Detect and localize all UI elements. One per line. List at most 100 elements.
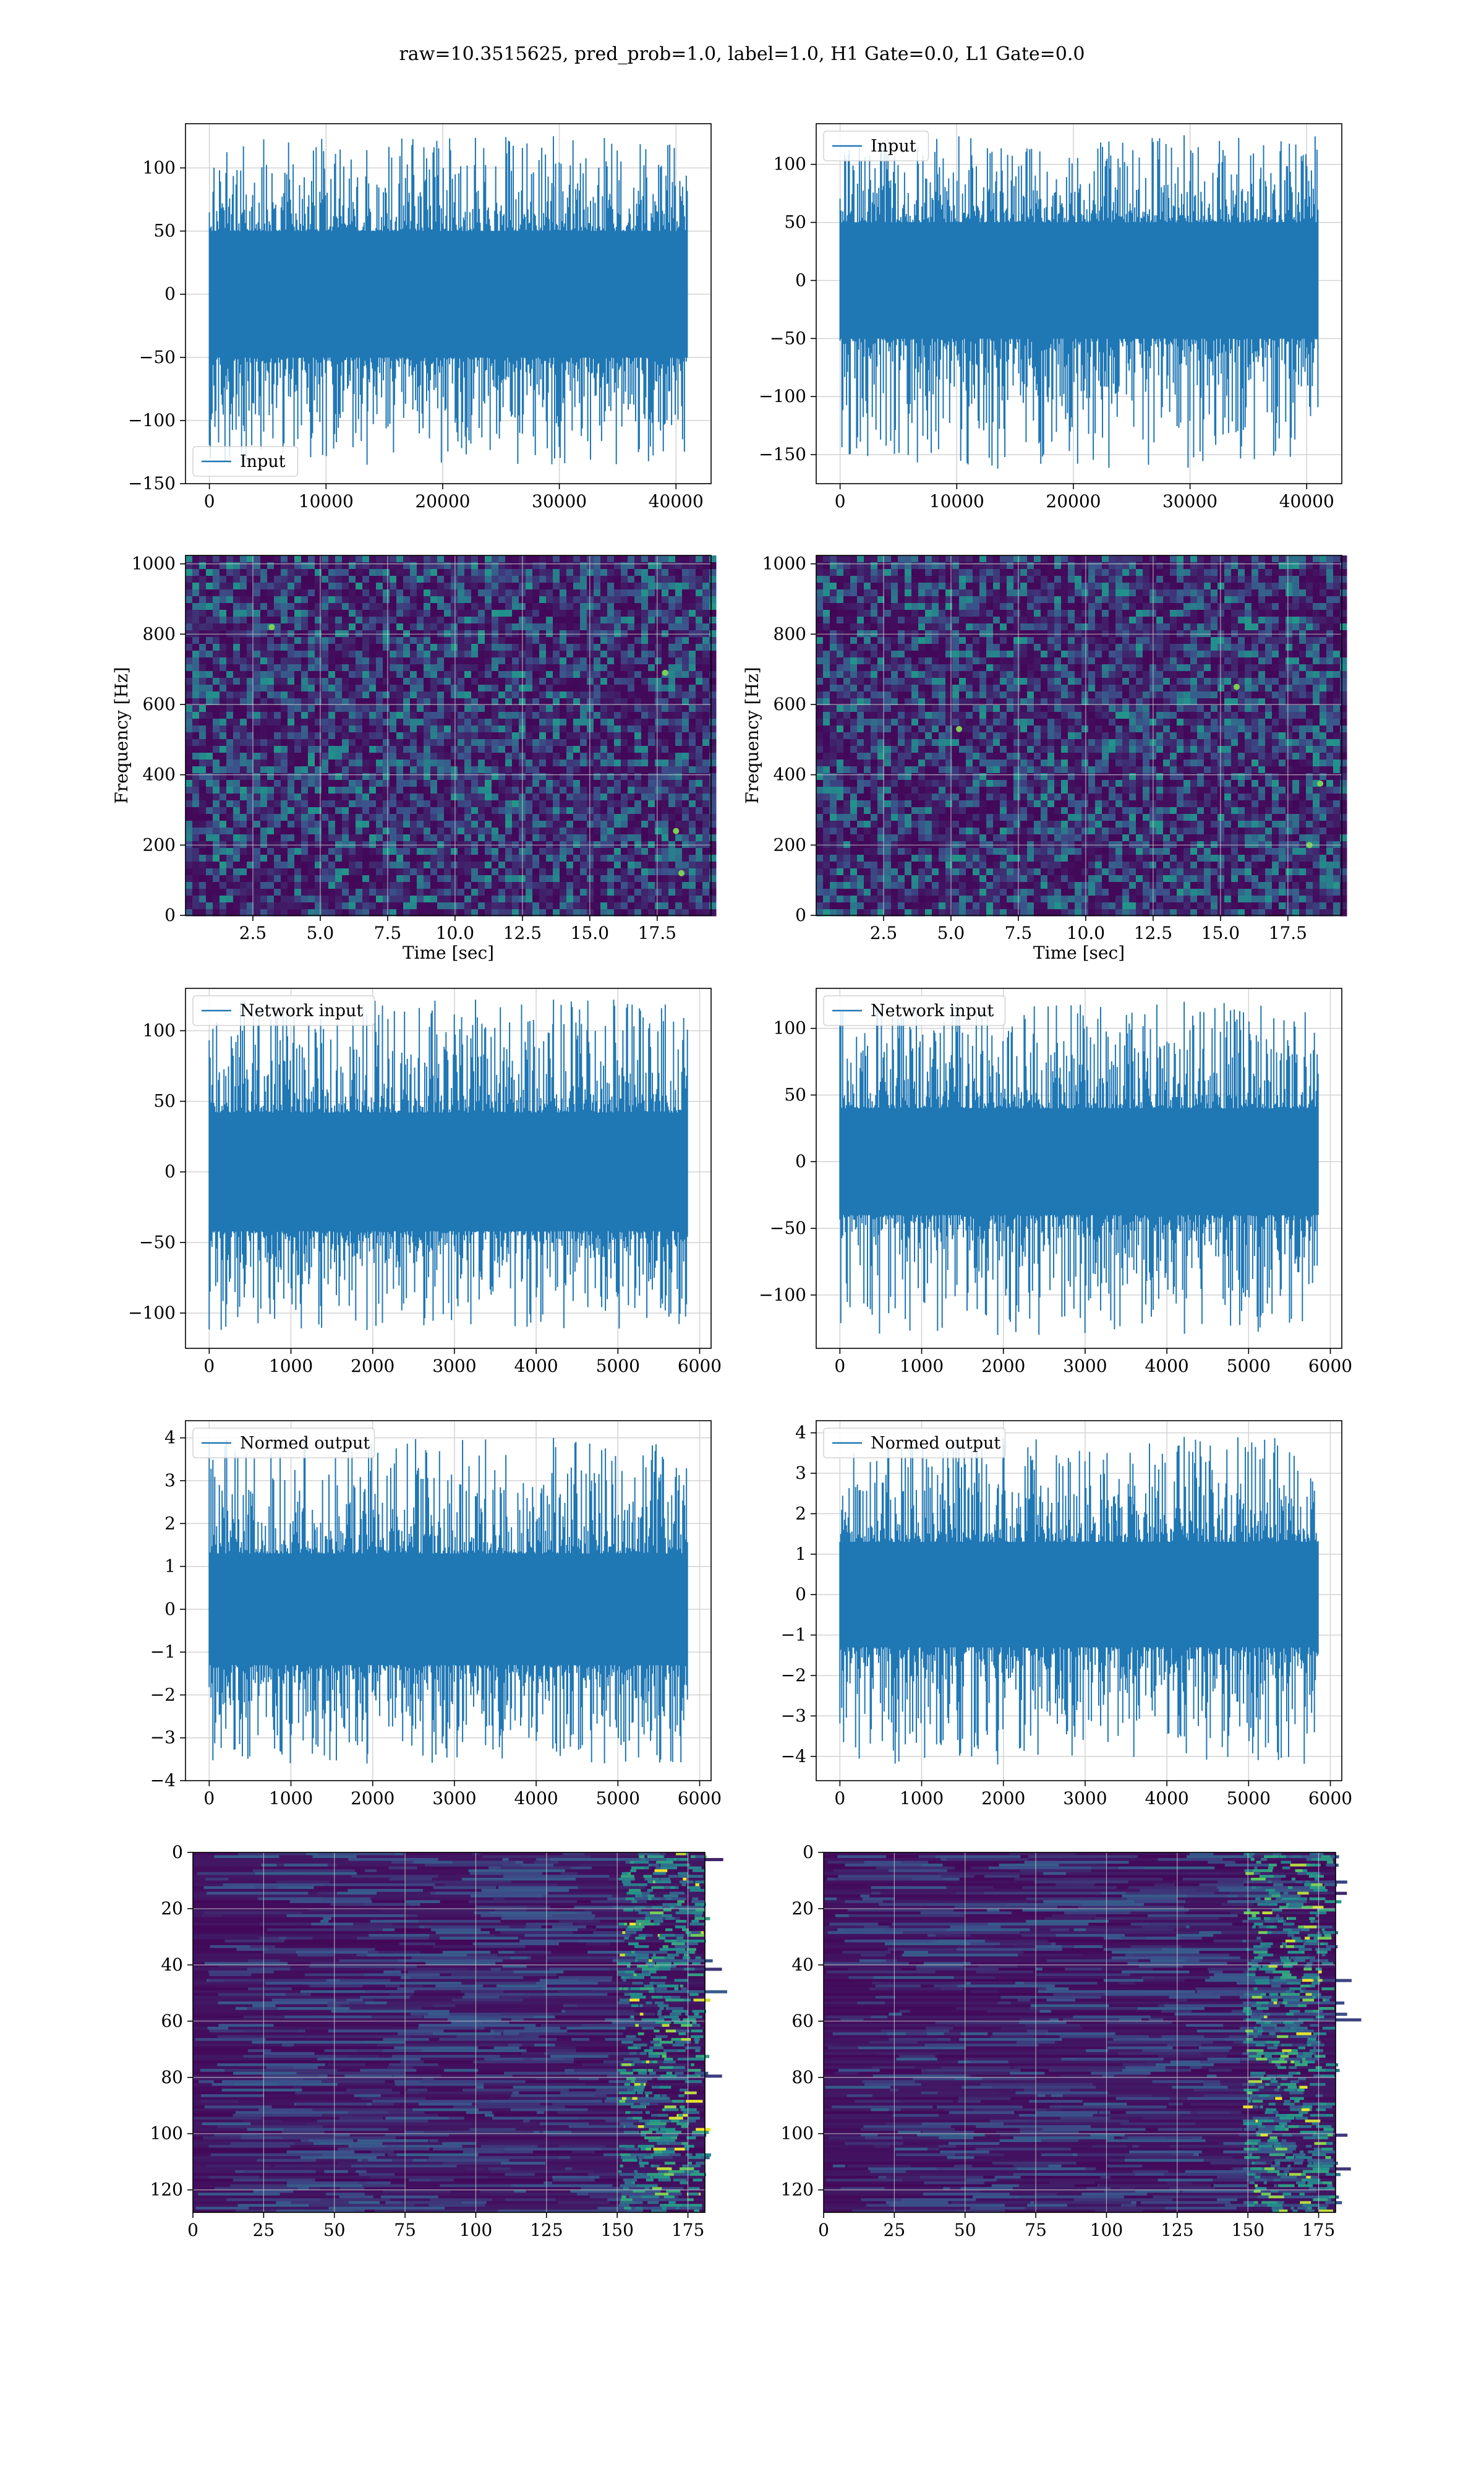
heatmap-cell <box>342 719 349 726</box>
heatmap-cell <box>396 623 404 631</box>
heatmap-cell <box>526 896 533 903</box>
heatmap-cell <box>335 691 343 699</box>
heatmap-cell <box>594 726 601 733</box>
heatmap-cell <box>213 828 220 835</box>
heatmap-cell <box>648 814 655 821</box>
heatmap-cell <box>260 739 268 747</box>
heatmap-cell <box>430 569 438 576</box>
heatmap-cell <box>186 766 193 774</box>
heatmap-cell <box>1177 562 1184 570</box>
heatmap-cell <box>376 780 383 787</box>
heatmap-cell <box>390 562 397 570</box>
heatmap-cell <box>587 807 594 815</box>
heatmap-cell <box>505 664 513 672</box>
heatmap-cell <box>553 657 560 665</box>
heatmap-cell <box>1326 569 1334 576</box>
heatmap-cell <box>573 828 581 835</box>
heatmap-cell <box>573 794 581 801</box>
heatmap-cell <box>390 589 397 597</box>
heatmap-cell <box>532 576 540 583</box>
heatmap-cell <box>539 780 547 787</box>
heatmap-cell <box>240 814 247 821</box>
heatmap-cell <box>281 719 288 726</box>
heatmap-cell <box>485 862 492 869</box>
heatmap-cell <box>1177 589 1184 597</box>
heatmap-cell <box>843 569 851 576</box>
heatmap-cell <box>471 889 479 896</box>
heatmap-cell <box>315 794 322 801</box>
heatmap-cell <box>192 800 200 808</box>
heatmap-cell <box>417 753 424 760</box>
heatmap-cell <box>451 834 458 842</box>
heatmap-cell <box>662 773 669 781</box>
heatmap-cell <box>471 637 479 644</box>
heatmap-cell <box>390 712 397 719</box>
heatmap-cell <box>403 848 411 855</box>
heatmap-cell <box>288 657 295 665</box>
heatmap-cell <box>424 739 431 747</box>
heatmap-cell <box>655 834 662 842</box>
heatmap-cell <box>390 766 397 774</box>
heatmap-cell <box>621 685 628 692</box>
heatmap-cell <box>301 644 309 651</box>
heatmap-cell <box>471 678 479 685</box>
heatmap-cell <box>505 834 513 842</box>
heatmap-cell <box>260 555 268 563</box>
heatmap-cell <box>328 773 336 781</box>
heatmap-cell <box>301 617 309 624</box>
heatmap-cell <box>925 589 932 597</box>
heatmap-cell <box>634 596 642 604</box>
heatmap-cell <box>254 814 261 821</box>
heatmap-cell <box>566 685 574 692</box>
heatmap-cell <box>498 651 506 658</box>
heatmap-cell <box>600 576 608 583</box>
heatmap-cell <box>281 644 288 651</box>
heatmap-cell <box>662 794 669 801</box>
heatmap-cell <box>417 862 424 869</box>
heatmap-cell <box>1075 569 1082 576</box>
heatmap-cell <box>485 773 492 781</box>
heatmap-cell <box>594 623 601 631</box>
heatmap-cell <box>322 800 329 808</box>
heatmap-cell <box>335 780 343 787</box>
heatmap-cell <box>410 651 417 658</box>
heatmap-cell <box>662 685 669 692</box>
heatmap-cell <box>220 814 227 821</box>
heatmap-cell <box>458 760 465 767</box>
heatmap-cell <box>532 651 540 658</box>
heatmap-cell <box>376 800 383 808</box>
heatmap-cell <box>1000 596 1007 604</box>
heatmap-cell <box>587 637 594 644</box>
heatmap-cell <box>294 657 302 665</box>
heatmap-cell <box>566 896 574 903</box>
heatmap-cell <box>621 562 628 570</box>
heatmap-cell <box>959 569 966 576</box>
heatmap-cell <box>634 780 642 787</box>
heatmap-cell <box>580 889 587 896</box>
heatmap-cell <box>342 868 349 876</box>
heatmap-cell <box>315 800 322 808</box>
heatmap-cell <box>288 712 295 719</box>
heatmap-cell <box>199 623 207 631</box>
heatmap-cell <box>1163 603 1171 610</box>
heatmap-cell <box>526 902 533 910</box>
heatmap-cell <box>628 644 635 651</box>
heatmap-cell <box>1217 603 1225 610</box>
heatmap-cell <box>383 698 390 706</box>
heatmap-cell <box>451 657 458 665</box>
heatmap-cell <box>267 719 275 726</box>
heatmap-cell <box>505 896 513 903</box>
heatmap-cell <box>260 698 268 706</box>
heatmap-cell <box>607 603 615 610</box>
heatmap-cell <box>458 698 465 706</box>
heatmap-cell <box>199 875 207 883</box>
heatmap-cell <box>186 889 193 896</box>
heatmap-cell <box>1075 583 1082 590</box>
heatmap-cell <box>1183 589 1191 597</box>
heatmap-cell <box>560 691 567 699</box>
heatmap-cell <box>199 902 207 910</box>
heatmap-cell <box>294 603 302 610</box>
heatmap-cell <box>315 828 322 835</box>
heatmap-cell <box>655 800 662 808</box>
heatmap-cell <box>634 671 642 678</box>
